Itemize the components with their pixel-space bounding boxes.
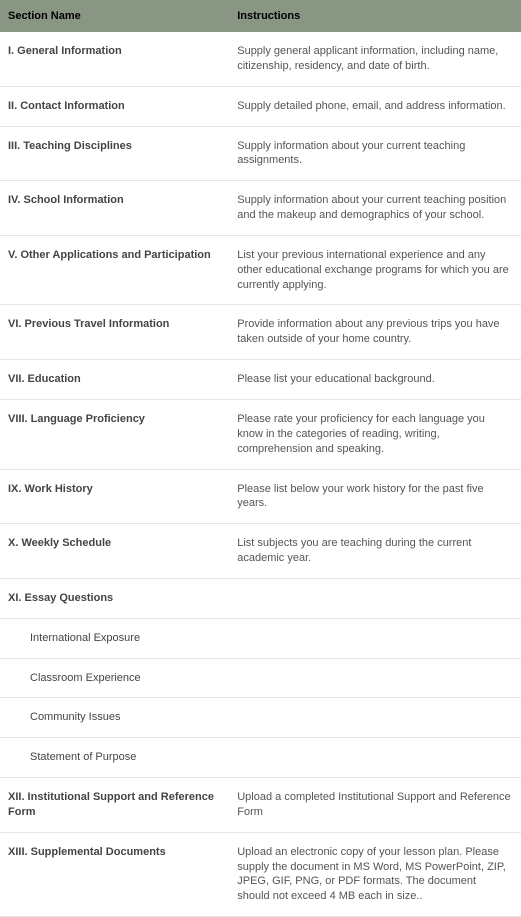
instructions-cell: Upload an electronic copy of your lesson…	[229, 832, 521, 916]
section-name-cell: I. General Information	[0, 32, 229, 86]
section-name-cell: VII. Education	[0, 360, 229, 400]
section-name-cell: IX. Work History	[0, 469, 229, 524]
instructions-cell: Please list your educational background.	[229, 360, 521, 400]
sections-table: Section Name Instructions I. General Inf…	[0, 0, 521, 917]
section-name-cell: III. Teaching Disciplines	[0, 126, 229, 181]
instructions-cell: Supply information about your current te…	[229, 126, 521, 181]
section-name-cell: IV. School Information	[0, 181, 229, 236]
section-name-cell: XII. Institutional Support and Reference…	[0, 778, 229, 833]
table-row: VIII. Language Proficiency Please rate yo…	[0, 399, 521, 469]
instructions-cell	[229, 658, 521, 698]
instructions-cell	[229, 698, 521, 738]
section-label: XIII. Supplemental Documents	[8, 846, 166, 858]
section-label: IX. Work History	[8, 483, 93, 495]
instructions-cell	[229, 738, 521, 778]
instructions-cell: Please rate your proficiency for each la…	[229, 399, 521, 469]
table-row: III. Teaching Disciplines Supply informat…	[0, 126, 521, 181]
instructions-cell: Upload a completed Institutional Support…	[229, 778, 521, 833]
section-label: XI. Essay Questions	[8, 592, 113, 604]
instructions-cell: Supply general applicant information, in…	[229, 32, 521, 86]
table-row: I. General Information Supply general app…	[0, 32, 521, 86]
section-label: IV. School Information	[8, 194, 124, 206]
instructions-cell	[229, 618, 521, 658]
section-label: I. General Information	[8, 45, 122, 57]
header-section-name: Section Name	[0, 0, 229, 32]
table-row: XIII. Supplemental Documents Upload an el…	[0, 832, 521, 916]
instructions-cell: Please list below your work history for …	[229, 469, 521, 524]
section-name-cell: X. Weekly Schedule	[0, 524, 229, 579]
table-row: IX. Work History Please list below your w…	[0, 469, 521, 524]
table-row: XII. Institutional Support and Reference…	[0, 778, 521, 833]
table-row: Community Issues	[0, 698, 521, 738]
section-sub-label: Community Issues	[8, 710, 120, 725]
section-name-cell: Community Issues	[0, 698, 229, 738]
section-name-cell: II. Contact Information	[0, 86, 229, 126]
instructions-cell: Supply detailed phone, email, and addres…	[229, 86, 521, 126]
section-name-cell: V. Other Applications and Participation	[0, 235, 229, 305]
section-name-cell: XI. Essay Questions	[0, 578, 229, 618]
section-label: VII. Education	[8, 373, 81, 385]
section-label: II. Contact Information	[8, 100, 125, 112]
table-row: X. Weekly Schedule List subjects you are …	[0, 524, 521, 579]
section-name-cell: Statement of Purpose	[0, 738, 229, 778]
table-row: IV. School Information Supply information…	[0, 181, 521, 236]
section-name-cell: XIII. Supplemental Documents	[0, 832, 229, 916]
section-sub-label: International Exposure	[8, 631, 140, 646]
section-name-cell: VI. Previous Travel Information	[0, 305, 229, 360]
instructions-cell: Supply information about your current te…	[229, 181, 521, 236]
section-label: VIII. Language Proficiency	[8, 413, 145, 425]
table-row: II. Contact Information Supply detailed p…	[0, 86, 521, 126]
section-name-cell: Classroom Experience	[0, 658, 229, 698]
section-name-cell: International Exposure	[0, 618, 229, 658]
section-label: III. Teaching Disciplines	[8, 140, 132, 152]
section-label: VI. Previous Travel Information	[8, 318, 169, 330]
instructions-cell: List subjects you are teaching during th…	[229, 524, 521, 579]
section-name-cell: VIII. Language Proficiency	[0, 399, 229, 469]
section-sub-label: Statement of Purpose	[8, 750, 136, 765]
instructions-cell	[229, 578, 521, 618]
section-label: V. Other Applications and Participation	[8, 249, 211, 261]
table-row: VII. Education Please list your education…	[0, 360, 521, 400]
section-label: XII. Institutional Support and Reference…	[8, 791, 214, 818]
table-header-row: Section Name Instructions	[0, 0, 521, 32]
table-row: Statement of Purpose	[0, 738, 521, 778]
section-sub-label: Classroom Experience	[8, 671, 141, 686]
section-label: X. Weekly Schedule	[8, 537, 111, 549]
instructions-cell: Provide information about any previous t…	[229, 305, 521, 360]
table-row: VI. Previous Travel Information Provide i…	[0, 305, 521, 360]
table-row: V. Other Applications and Participation L…	[0, 235, 521, 305]
table-row: Classroom Experience	[0, 658, 521, 698]
table-row: International Exposure	[0, 618, 521, 658]
instructions-cell: List your previous international experie…	[229, 235, 521, 305]
table-row: XI. Essay Questions	[0, 578, 521, 618]
header-instructions: Instructions	[229, 0, 521, 32]
